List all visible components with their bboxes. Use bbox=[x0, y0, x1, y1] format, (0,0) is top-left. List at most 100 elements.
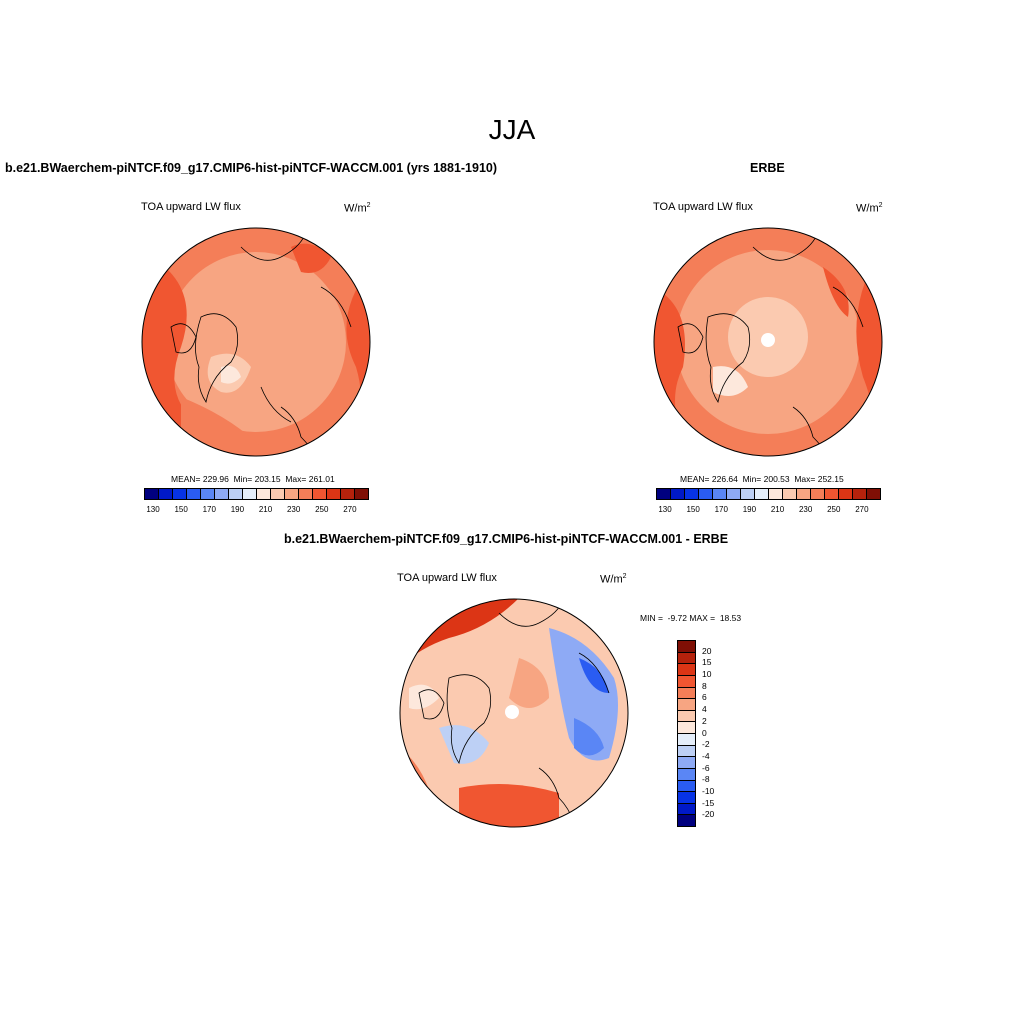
panel2-colorbar-tick-label: 170 bbox=[714, 505, 728, 514]
panel1-colorbar-box bbox=[341, 489, 355, 499]
panel2-units: W/m2 bbox=[856, 202, 883, 215]
panel1-colorbar-tick-label: 150 bbox=[174, 505, 188, 514]
panel1-stats: MEAN= 229.96 Min= 203.15 Max= 261.01 bbox=[171, 474, 335, 484]
panel3-colorbar-box bbox=[678, 780, 695, 793]
panel2-colorbar-box bbox=[769, 489, 783, 499]
panel2-polar-map bbox=[653, 227, 883, 457]
panel1-units: W/m2 bbox=[344, 202, 371, 215]
panel1-colorbar-box bbox=[201, 489, 215, 499]
panel2-colorbar-box bbox=[699, 489, 713, 499]
panel1-colorbar-tick-label: 170 bbox=[202, 505, 216, 514]
panel3-colorbar-tick-label: -8 bbox=[702, 774, 710, 785]
panel3-colorbar-box bbox=[678, 722, 695, 734]
panel3-colorbar-tick-label: -6 bbox=[702, 762, 710, 773]
panel3-colorbar-box bbox=[678, 792, 695, 804]
panel2-variable-label: TOA upward LW flux bbox=[653, 201, 753, 213]
panel1-colorbar bbox=[144, 488, 369, 500]
panel1-variable-label: TOA upward LW flux bbox=[141, 201, 241, 213]
panel3-colorbar-box bbox=[678, 641, 695, 653]
panel1-colorbar-box bbox=[299, 489, 313, 499]
panel3-colorbar-tick-label: 4 bbox=[702, 704, 707, 715]
panel3-colorbar-box bbox=[678, 664, 695, 676]
panel1-polar-map bbox=[141, 227, 371, 457]
panel3-colorbar-box bbox=[678, 734, 695, 746]
panel1-colorbar-box bbox=[243, 489, 257, 499]
panel2-colorbar-box bbox=[811, 489, 825, 499]
panel1-colorbar-tick-label: 130 bbox=[146, 505, 160, 514]
figure-title: JJA bbox=[488, 114, 536, 145]
panel1-colorbar-box bbox=[355, 489, 368, 499]
panel3-colorbar-box bbox=[678, 687, 695, 700]
panel2-colorbar-box bbox=[727, 489, 741, 499]
panel2-colorbar-box bbox=[685, 489, 699, 499]
panel2-colorbar-box bbox=[867, 489, 880, 499]
panel2-colorbar-box bbox=[783, 489, 797, 499]
panel2-colorbar-tick-label: 150 bbox=[686, 505, 700, 514]
panel3-colorbar-tick-label: -2 bbox=[702, 739, 710, 750]
panel3-colorbar-box bbox=[678, 710, 695, 723]
panel1-colorbar-box bbox=[285, 489, 299, 499]
panel2-colorbar-tick-label: 270 bbox=[855, 505, 869, 514]
panel3-colorbar-tick-label: 10 bbox=[702, 669, 712, 680]
panel1-colorbar-box bbox=[229, 489, 243, 499]
panel3-colorbar bbox=[677, 640, 696, 827]
panel3-colorbar-box bbox=[678, 803, 695, 816]
panel2-colorbar-tick-label: 130 bbox=[658, 505, 672, 514]
panel1-colorbar-box bbox=[257, 489, 271, 499]
panel3-title: b.e21.BWaerchem-piNTCF.f09_g17.CMIP6-his… bbox=[284, 532, 729, 546]
panel3-stats: MIN = -9.72 MAX = 18.53 bbox=[640, 613, 742, 623]
panel3-colorbar-tick-label: 20 bbox=[702, 645, 712, 656]
panel2-colorbar-box bbox=[839, 489, 853, 499]
panel1-colorbar-ticks: 130 150 170 190 210 230 250 270 bbox=[144, 505, 369, 517]
panel3-colorbar-box bbox=[678, 745, 695, 758]
panel1-colorbar-box bbox=[173, 489, 187, 499]
panel1-colorbar-tick-label: 230 bbox=[286, 505, 301, 514]
panel3-colorbar-box bbox=[678, 815, 695, 826]
panel3-colorbar-ticks: 20 15 10 8 6 4 2 0 -2 -4 -6 -8 -10 -15 -20 bbox=[702, 640, 742, 827]
panel1-colorbar-box bbox=[215, 489, 229, 499]
panel3-colorbar-box bbox=[678, 757, 695, 769]
panel2-colorbar-tick-label: 190 bbox=[742, 505, 757, 514]
panel2-colorbar-box bbox=[741, 489, 755, 499]
panel1-colorbar-tick-label: 210 bbox=[258, 505, 273, 514]
panel2-colorbar-box bbox=[657, 489, 671, 499]
panel2-colorbar-box bbox=[853, 489, 867, 499]
panel2-colorbar bbox=[656, 488, 881, 500]
panel2-colorbar-tick-label: 210 bbox=[770, 505, 785, 514]
panel1-colorbar-box bbox=[313, 489, 327, 499]
panel3-colorbar-box bbox=[678, 768, 695, 781]
panel2-title: ERBE bbox=[750, 161, 785, 175]
panel3-variable-label: TOA upward LW flux bbox=[397, 572, 497, 584]
panel1-title: b.e21.BWaerchem-piNTCF.f09_g17.CMIP6-his… bbox=[5, 161, 498, 175]
panel2-stats: MEAN= 226.64 Min= 200.53 Max= 252.15 bbox=[680, 474, 844, 484]
panel3-colorbar-box bbox=[678, 699, 695, 711]
panel1-colorbar-tick-label: 190 bbox=[230, 505, 245, 514]
panel3-colorbar-tick-label: 2 bbox=[702, 715, 707, 726]
panel3-colorbar-box bbox=[678, 675, 695, 688]
panel3-colorbar-tick-label: -4 bbox=[702, 750, 710, 761]
panel3-colorbar-tick-label: -10 bbox=[702, 785, 715, 796]
panel2-colorbar-box bbox=[825, 489, 839, 499]
panel2-colorbar-box bbox=[713, 489, 727, 499]
panel1-colorbar-box bbox=[327, 489, 341, 499]
panel2-colorbar-box bbox=[755, 489, 769, 499]
panel1-colorbar-tick-label: 270 bbox=[343, 505, 357, 514]
panel2-colorbar-tick-label: 250 bbox=[827, 505, 841, 514]
panel1-colorbar-box bbox=[145, 489, 159, 499]
panel3-colorbar-box bbox=[678, 652, 695, 665]
panel1-colorbar-box bbox=[187, 489, 201, 499]
panel3-colorbar-tick-label: 15 bbox=[702, 657, 712, 668]
panel3-colorbar-tick-label: 8 bbox=[702, 680, 707, 691]
panel2-colorbar-tick-label: 230 bbox=[798, 505, 813, 514]
panel2-colorbar-box bbox=[797, 489, 811, 499]
panel3-colorbar-tick-label: -15 bbox=[702, 797, 715, 808]
panel2-colorbar-ticks: 130 150 170 190 210 230 250 270 bbox=[656, 505, 881, 517]
panel1-colorbar-box bbox=[159, 489, 173, 499]
panel3-units: W/m2 bbox=[600, 573, 627, 586]
panel3-polar-map bbox=[399, 598, 629, 828]
panel3-colorbar-tick-label: 0 bbox=[702, 727, 707, 738]
panel3-colorbar-tick-label: 6 bbox=[702, 692, 707, 703]
panel1-colorbar-box bbox=[271, 489, 285, 499]
panel1-colorbar-tick-label: 250 bbox=[315, 505, 329, 514]
panel3-colorbar-tick-label: -20 bbox=[702, 809, 715, 820]
